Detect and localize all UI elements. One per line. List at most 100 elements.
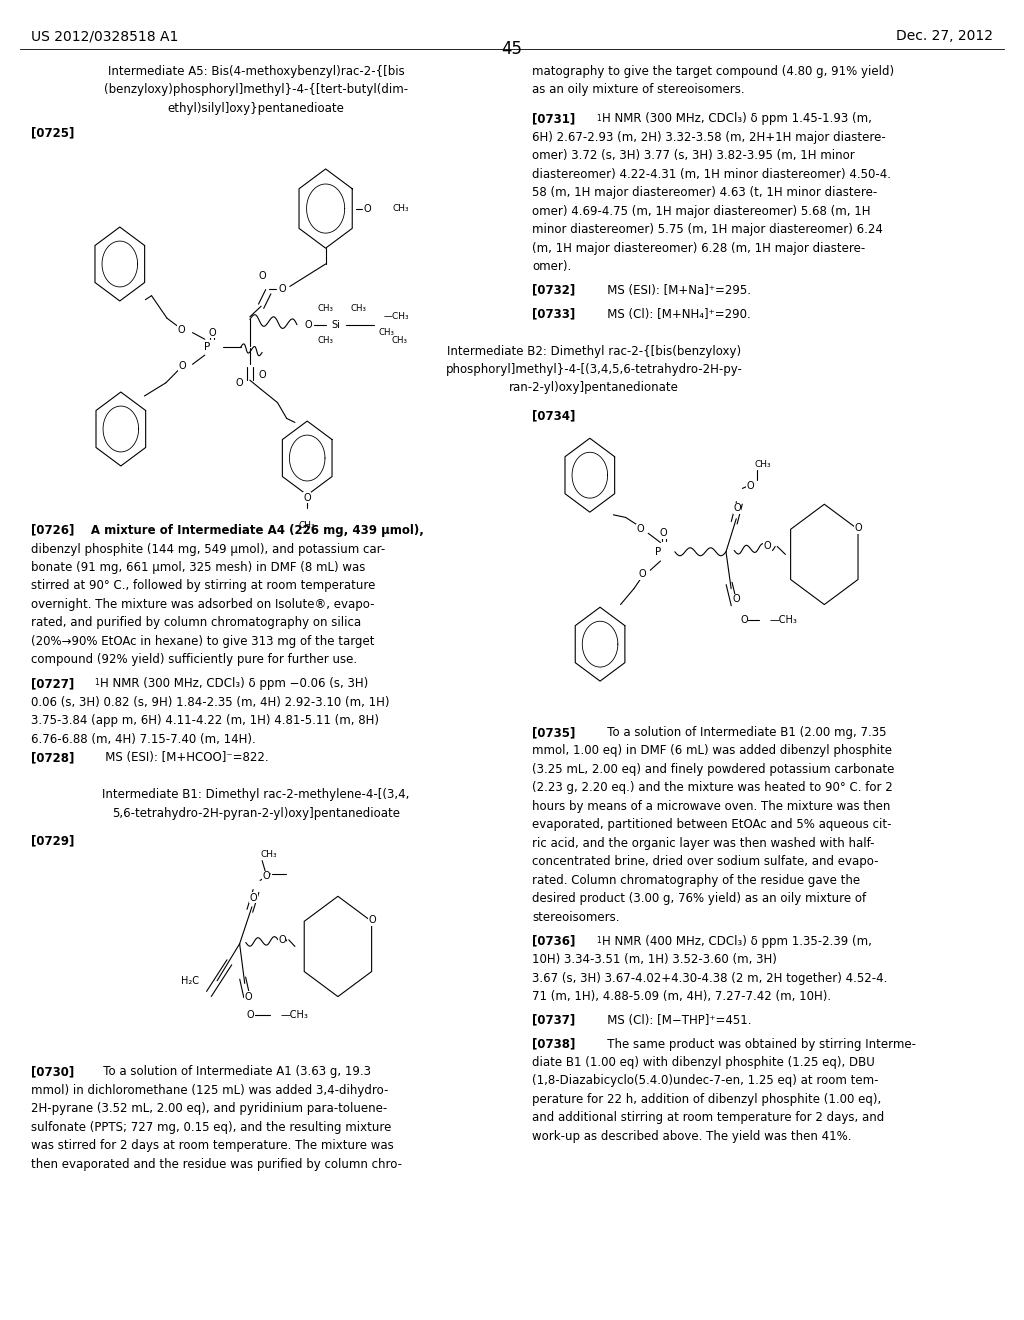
Text: O: O xyxy=(746,480,754,491)
Text: P: P xyxy=(204,342,210,352)
Text: CH₃: CH₃ xyxy=(299,521,315,529)
Text: —CH₃: —CH₃ xyxy=(281,1010,308,1020)
Text: compound (92% yield) sufficiently pure for further use.: compound (92% yield) sufficiently pure f… xyxy=(31,653,356,667)
Text: diate B1 (1.00 eq) with dibenzyl phosphite (1.25 eq), DBU: diate B1 (1.00 eq) with dibenzyl phosphi… xyxy=(532,1056,876,1069)
Text: —CH₃: —CH₃ xyxy=(769,615,797,626)
Text: [0730]: [0730] xyxy=(31,1065,74,1078)
Text: [0732]: [0732] xyxy=(532,284,575,297)
Text: diastereomer) 4.22-4.31 (m, 1H minor diastereomer) 4.50-4.: diastereomer) 4.22-4.31 (m, 1H minor dia… xyxy=(532,168,892,181)
Text: O: O xyxy=(178,325,185,335)
Text: (2.23 g, 2.20 eq.) and the mixture was heated to 90° C. for 2: (2.23 g, 2.20 eq.) and the mixture was h… xyxy=(532,781,893,795)
Text: O: O xyxy=(245,991,252,1002)
Text: evaporated, partitioned between EtOAc and 5% aqueous cit-: evaporated, partitioned between EtOAc an… xyxy=(532,818,892,832)
Text: 45: 45 xyxy=(502,40,522,58)
Text: matography to give the target compound (4.80 g, 91% yield): matography to give the target compound (… xyxy=(532,65,895,78)
Text: O: O xyxy=(250,892,257,903)
Text: [0728]: [0728] xyxy=(31,751,74,764)
Text: [0727]: [0727] xyxy=(31,677,74,690)
Text: Intermediate B1: Dimethyl rac-2-methylene-4-[(3,4,: Intermediate B1: Dimethyl rac-2-methylen… xyxy=(102,788,410,801)
Text: H NMR (400 MHz, CDCl₃) δ ppm 1.35-2.39 (m,: H NMR (400 MHz, CDCl₃) δ ppm 1.35-2.39 (… xyxy=(602,935,872,948)
Text: work-up as described above. The yield was then 41%.: work-up as described above. The yield wa… xyxy=(532,1130,852,1143)
Text: CH₃: CH₃ xyxy=(391,337,408,345)
Text: Intermediate A5: Bis(4-methoxybenzyl)rac-2-{[bis: Intermediate A5: Bis(4-methoxybenzyl)rac… xyxy=(108,65,404,78)
Text: mmol) in dichloromethane (125 mL) was added 3,4-dihydro-: mmol) in dichloromethane (125 mL) was ad… xyxy=(31,1084,388,1097)
Text: sulfonate (PPTS; 727 mg, 0.15 eq), and the resulting mixture: sulfonate (PPTS; 727 mg, 0.15 eq), and t… xyxy=(31,1121,391,1134)
Text: H NMR (300 MHz, CDCl₃) δ ppm −0.06 (s, 3H): H NMR (300 MHz, CDCl₃) δ ppm −0.06 (s, 3… xyxy=(100,677,369,690)
Text: 6.76-6.88 (m, 4H) 7.15-7.40 (m, 14H).: 6.76-6.88 (m, 4H) 7.15-7.40 (m, 14H). xyxy=(31,733,255,746)
Text: was stirred for 2 days at room temperature. The mixture was: was stirred for 2 days at room temperatu… xyxy=(31,1139,393,1152)
Text: O: O xyxy=(304,319,311,330)
Text: overnight. The mixture was adsorbed on Isolute®, evapo-: overnight. The mixture was adsorbed on I… xyxy=(31,598,374,611)
Text: rated, and purified by column chromatography on silica: rated, and purified by column chromatogr… xyxy=(31,616,360,630)
Text: 5,6-tetrahydro-2H-pyran-2-yl)oxy]pentanedioate: 5,6-tetrahydro-2H-pyran-2-yl)oxy]pentane… xyxy=(112,807,400,820)
Text: omer) 3.72 (s, 3H) 3.77 (s, 3H) 3.82-3.95 (m, 1H minor: omer) 3.72 (s, 3H) 3.77 (s, 3H) 3.82-3.9… xyxy=(532,149,855,162)
Text: bonate (91 mg, 661 μmol, 325 mesh) in DMF (8 mL) was: bonate (91 mg, 661 μmol, 325 mesh) in DM… xyxy=(31,561,366,574)
Text: minor diastereomer) 5.75 (m, 1H major diastereomer) 6.24: minor diastereomer) 5.75 (m, 1H major di… xyxy=(532,223,884,236)
Text: concentrated brine, dried over sodium sulfate, and evapo-: concentrated brine, dried over sodium su… xyxy=(532,855,879,869)
Text: CH₃: CH₃ xyxy=(392,205,409,213)
Text: MS (Cl): [M−THP]⁺=451.: MS (Cl): [M−THP]⁺=451. xyxy=(596,1014,752,1027)
Text: O: O xyxy=(733,503,740,513)
Text: [0729]: [0729] xyxy=(31,834,74,847)
Text: as an oily mixture of stereoisomers.: as an oily mixture of stereoisomers. xyxy=(532,83,745,96)
Text: CH₃: CH₃ xyxy=(317,337,334,345)
Text: O: O xyxy=(258,271,266,281)
Text: [0731]: [0731] xyxy=(532,112,575,125)
Text: CH₃: CH₃ xyxy=(755,461,771,469)
Text: (m, 1H major diastereomer) 6.28 (m, 1H major diastere-: (m, 1H major diastereomer) 6.28 (m, 1H m… xyxy=(532,242,865,255)
Text: H NMR (300 MHz, CDCl₃) δ ppm 1.45-1.93 (m,: H NMR (300 MHz, CDCl₃) δ ppm 1.45-1.93 (… xyxy=(602,112,872,125)
Text: hours by means of a microwave oven. The mixture was then: hours by means of a microwave oven. The … xyxy=(532,800,891,813)
Text: dibenzyl phosphite (144 mg, 549 μmol), and potassium car-: dibenzyl phosphite (144 mg, 549 μmol), a… xyxy=(31,543,385,556)
Text: To a solution of Intermediate A1 (3.63 g, 19.3: To a solution of Intermediate A1 (3.63 g… xyxy=(92,1065,371,1078)
Text: ric acid, and the organic layer was then washed with half-: ric acid, and the organic layer was then… xyxy=(532,837,874,850)
Text: [0736]: [0736] xyxy=(532,935,575,948)
Text: stereoisomers.: stereoisomers. xyxy=(532,911,620,924)
Text: O: O xyxy=(369,915,376,925)
Text: O: O xyxy=(637,524,644,535)
Text: O: O xyxy=(247,1010,254,1020)
Text: 3.67 (s, 3H) 3.67-4.02+4.30-4.38 (2 m, 2H together) 4.52-4.: 3.67 (s, 3H) 3.67-4.02+4.30-4.38 (2 m, 2… xyxy=(532,972,888,985)
Text: O: O xyxy=(179,360,186,371)
Text: then evaporated and the residue was purified by column chro-: then evaporated and the residue was puri… xyxy=(31,1158,401,1171)
Text: 1: 1 xyxy=(596,936,601,945)
Text: (20%→90% EtOAc in hexane) to give 313 mg of the target: (20%→90% EtOAc in hexane) to give 313 mg… xyxy=(31,635,374,648)
Text: H₂C: H₂C xyxy=(180,975,199,986)
Text: O: O xyxy=(279,935,286,945)
Text: MS (ESI): [M+HCOO]⁻=822.: MS (ESI): [M+HCOO]⁻=822. xyxy=(94,751,269,764)
Text: CH₃: CH₃ xyxy=(317,305,334,313)
Text: [0738]: [0738] xyxy=(532,1038,575,1051)
Text: O: O xyxy=(279,284,287,294)
Text: ran-2-yl)oxy]pentanedionate: ran-2-yl)oxy]pentanedionate xyxy=(509,381,679,395)
Text: CH₃: CH₃ xyxy=(260,850,276,858)
Text: 3.75-3.84 (app m, 6H) 4.11-4.22 (m, 1H) 4.81-5.11 (m, 8H): 3.75-3.84 (app m, 6H) 4.11-4.22 (m, 1H) … xyxy=(31,714,379,727)
Text: rated. Column chromatography of the residue gave the: rated. Column chromatography of the resi… xyxy=(532,874,860,887)
Text: (3.25 mL, 2.00 eq) and finely powdered potassium carbonate: (3.25 mL, 2.00 eq) and finely powdered p… xyxy=(532,763,895,776)
Text: [0725]: [0725] xyxy=(31,127,74,140)
Text: omer) 4.69-4.75 (m, 1H major diastereomer) 5.68 (m, 1H: omer) 4.69-4.75 (m, 1H major diastereome… xyxy=(532,205,871,218)
Text: The same product was obtained by stirring Interme-: The same product was obtained by stirrin… xyxy=(596,1038,916,1051)
Text: O: O xyxy=(639,569,646,579)
Text: desired product (3.00 g, 76% yield) as an oily mixture of: desired product (3.00 g, 76% yield) as a… xyxy=(532,892,866,906)
Text: O: O xyxy=(764,541,771,552)
Text: —CH₃: —CH₃ xyxy=(384,313,410,321)
Text: phosphoryl]methyl}-4-[(3,4,5,6-tetrahydro-2H-py-: phosphoryl]methyl}-4-[(3,4,5,6-tetrahydr… xyxy=(445,363,742,376)
Text: (1,8-Diazabicyclo(5.4.0)undec-7-en, 1.25 eq) at room tem-: (1,8-Diazabicyclo(5.4.0)undec-7-en, 1.25… xyxy=(532,1074,879,1088)
Text: P: P xyxy=(655,546,662,557)
Text: O: O xyxy=(208,327,216,338)
Text: US 2012/0328518 A1: US 2012/0328518 A1 xyxy=(31,29,178,44)
Text: mmol, 1.00 eq) in DMF (6 mL) was added dibenzyl phosphite: mmol, 1.00 eq) in DMF (6 mL) was added d… xyxy=(532,744,893,758)
Text: stirred at 90° C., followed by stirring at room temperature: stirred at 90° C., followed by stirring … xyxy=(31,579,375,593)
Text: O: O xyxy=(855,523,862,533)
Text: O: O xyxy=(364,203,371,214)
Text: (benzyloxy)phosphoryl]methyl}-4-{[tert-butyl(dim-: (benzyloxy)phosphoryl]methyl}-4-{[tert-b… xyxy=(104,83,408,96)
Text: O: O xyxy=(740,615,748,626)
Text: [0734]: [0734] xyxy=(532,409,575,422)
Text: MS (ESI): [M+Na]⁺=295.: MS (ESI): [M+Na]⁺=295. xyxy=(596,284,751,297)
Text: and additional stirring at room temperature for 2 days, and: and additional stirring at room temperat… xyxy=(532,1111,885,1125)
Text: 58 (m, 1H major diastereomer) 4.63 (t, 1H minor diastere-: 58 (m, 1H major diastereomer) 4.63 (t, 1… xyxy=(532,186,878,199)
Text: [0733]: [0733] xyxy=(532,308,575,321)
Text: O: O xyxy=(732,594,739,605)
Text: omer).: omer). xyxy=(532,260,571,273)
Text: perature for 22 h, addition of dibenzyl phosphite (1.00 eq),: perature for 22 h, addition of dibenzyl … xyxy=(532,1093,882,1106)
Text: O: O xyxy=(236,378,243,388)
